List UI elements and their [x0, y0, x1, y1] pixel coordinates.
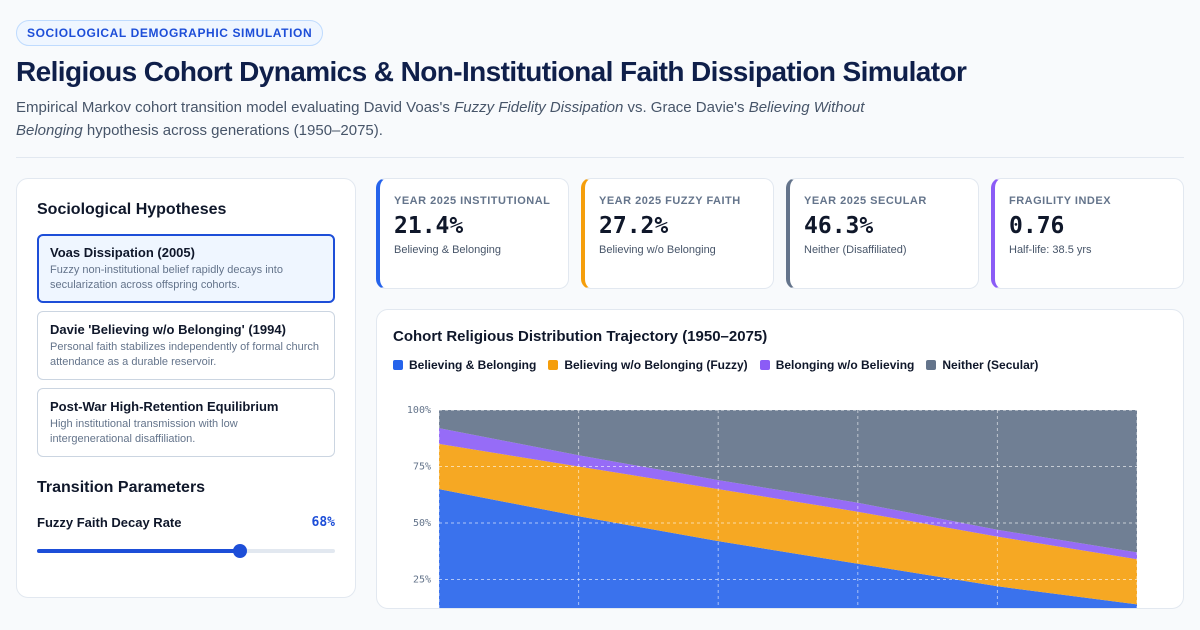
- stat-label: Fragility Index: [1009, 195, 1112, 207]
- y-tick-label: 50%: [413, 518, 431, 529]
- hypothesis-desc: High institutional transmission with low…: [50, 418, 238, 445]
- hypothesis-voas-button[interactable]: Voas Dissipation (2005) Fuzzy non-instit…: [37, 234, 335, 303]
- legend-item: Neither (Secular): [926, 358, 1038, 372]
- legend-item: Believing & Belonging: [393, 358, 536, 372]
- page-header: SOCIOLOGICAL DEMOGRAPHIC SIMULATION Reli…: [16, 20, 1184, 142]
- legend-item: Belonging w/o Believing: [759, 358, 915, 372]
- page-subtitle: Empirical Markov cohort transition model…: [16, 99, 865, 139]
- area-series-3: [439, 410, 1137, 553]
- param-decay-row: Fuzzy Faith Decay Rate 68%: [37, 515, 335, 530]
- stats-cards: Year 2025 Institutional 21.4% Believing …: [376, 178, 1184, 289]
- legend-item: Believing w/o Belonging (Fuzzy): [548, 358, 748, 372]
- legend-label: Neither (Secular): [942, 358, 1039, 372]
- hypothesis-desc: Personal faith stabilizes independently …: [50, 341, 320, 368]
- chart-panel: Cohort Religious Distribution Trajectory…: [376, 309, 1184, 609]
- plot-border: [438, 409, 1138, 608]
- hypotheses-title: Sociological Hypotheses: [37, 201, 227, 218]
- stat-sub: Believing & Belonging: [394, 244, 502, 256]
- page-title: Religious Cohort Dynamics & Non-Institut…: [16, 56, 967, 87]
- stat-label: Year 2025 Fuzzy Faith: [599, 195, 741, 207]
- y-tick-label: 100%: [407, 405, 431, 416]
- area-series-2: [439, 428, 1137, 560]
- stat-card-institutional: Year 2025 Institutional 21.4% Believing …: [376, 178, 569, 289]
- area-series-0: [439, 489, 1137, 608]
- params-title: Transition Parameters: [37, 479, 206, 496]
- y-tick-label: 75%: [413, 462, 431, 473]
- stat-sub: Believing w/o Belonging: [599, 244, 716, 256]
- slider-handle[interactable]: [232, 544, 247, 558]
- area-series-1: [439, 443, 1137, 605]
- param-value: 68%: [311, 515, 335, 530]
- stat-value: 0.76: [1009, 213, 1065, 239]
- hypothesis-desc: Fuzzy non-institutional belief rapidly d…: [50, 264, 283, 291]
- hypothesis-name: Post-War High-Retention Equilibrium: [50, 399, 279, 414]
- chart-legend: Believing & Belonging Believing w/o Belon…: [393, 358, 1167, 372]
- category-badge: SOCIOLOGICAL DEMOGRAPHIC SIMULATION: [16, 20, 324, 46]
- legend-swatch: [393, 360, 403, 370]
- legend-label: Believing & Belonging: [409, 358, 537, 372]
- stat-card-fragility: Fragility Index 0.76 Half-life: 38.5 yrs: [991, 178, 1184, 289]
- stat-card-secular: Year 2025 Secular 46.3% Neither (Disaffi…: [786, 178, 979, 289]
- area-chart: 100%75%50%25%0%: [407, 405, 1138, 608]
- stat-value: 27.2%: [599, 213, 669, 239]
- stat-card-fuzzy: Year 2025 Fuzzy Faith 27.2% Believing w/…: [581, 178, 774, 289]
- hypothesis-name: Davie 'Believing w/o Belonging' (1994): [50, 322, 286, 337]
- stat-value: 21.4%: [394, 213, 464, 239]
- stat-sub: Neither (Disaffiliated): [804, 244, 907, 256]
- stat-value: 46.3%: [804, 213, 874, 239]
- legend-label: Belonging w/o Believing: [775, 358, 915, 372]
- hypothesis-davie-button[interactable]: Davie 'Believing w/o Belonging' (1994) P…: [37, 311, 335, 380]
- slider-fill: [37, 549, 240, 553]
- param-label: Fuzzy Faith Decay Rate: [37, 515, 182, 530]
- stat-label: Year 2025 Institutional: [394, 195, 551, 207]
- decay-rate-slider[interactable]: [37, 544, 335, 558]
- chart-title: Cohort Religious Distribution Trajectory…: [393, 328, 768, 345]
- legend-swatch: [926, 360, 937, 370]
- legend-label: Believing w/o Belonging (Fuzzy): [564, 358, 748, 372]
- legend-swatch: [548, 360, 559, 370]
- y-tick-label: 25%: [413, 575, 431, 586]
- stat-sub: Half-life: 38.5 yrs: [1009, 244, 1092, 256]
- header-divider: [16, 157, 1184, 158]
- legend-swatch: [759, 360, 770, 370]
- hypothesis-postwar-button[interactable]: Post-War High-Retention Equilibrium High…: [37, 388, 335, 457]
- stat-label: Year 2025 Secular: [804, 195, 927, 207]
- hypothesis-name: Voas Dissipation (2005): [50, 245, 195, 260]
- control-panel: Sociological Hypotheses Voas Dissipation…: [16, 178, 356, 598]
